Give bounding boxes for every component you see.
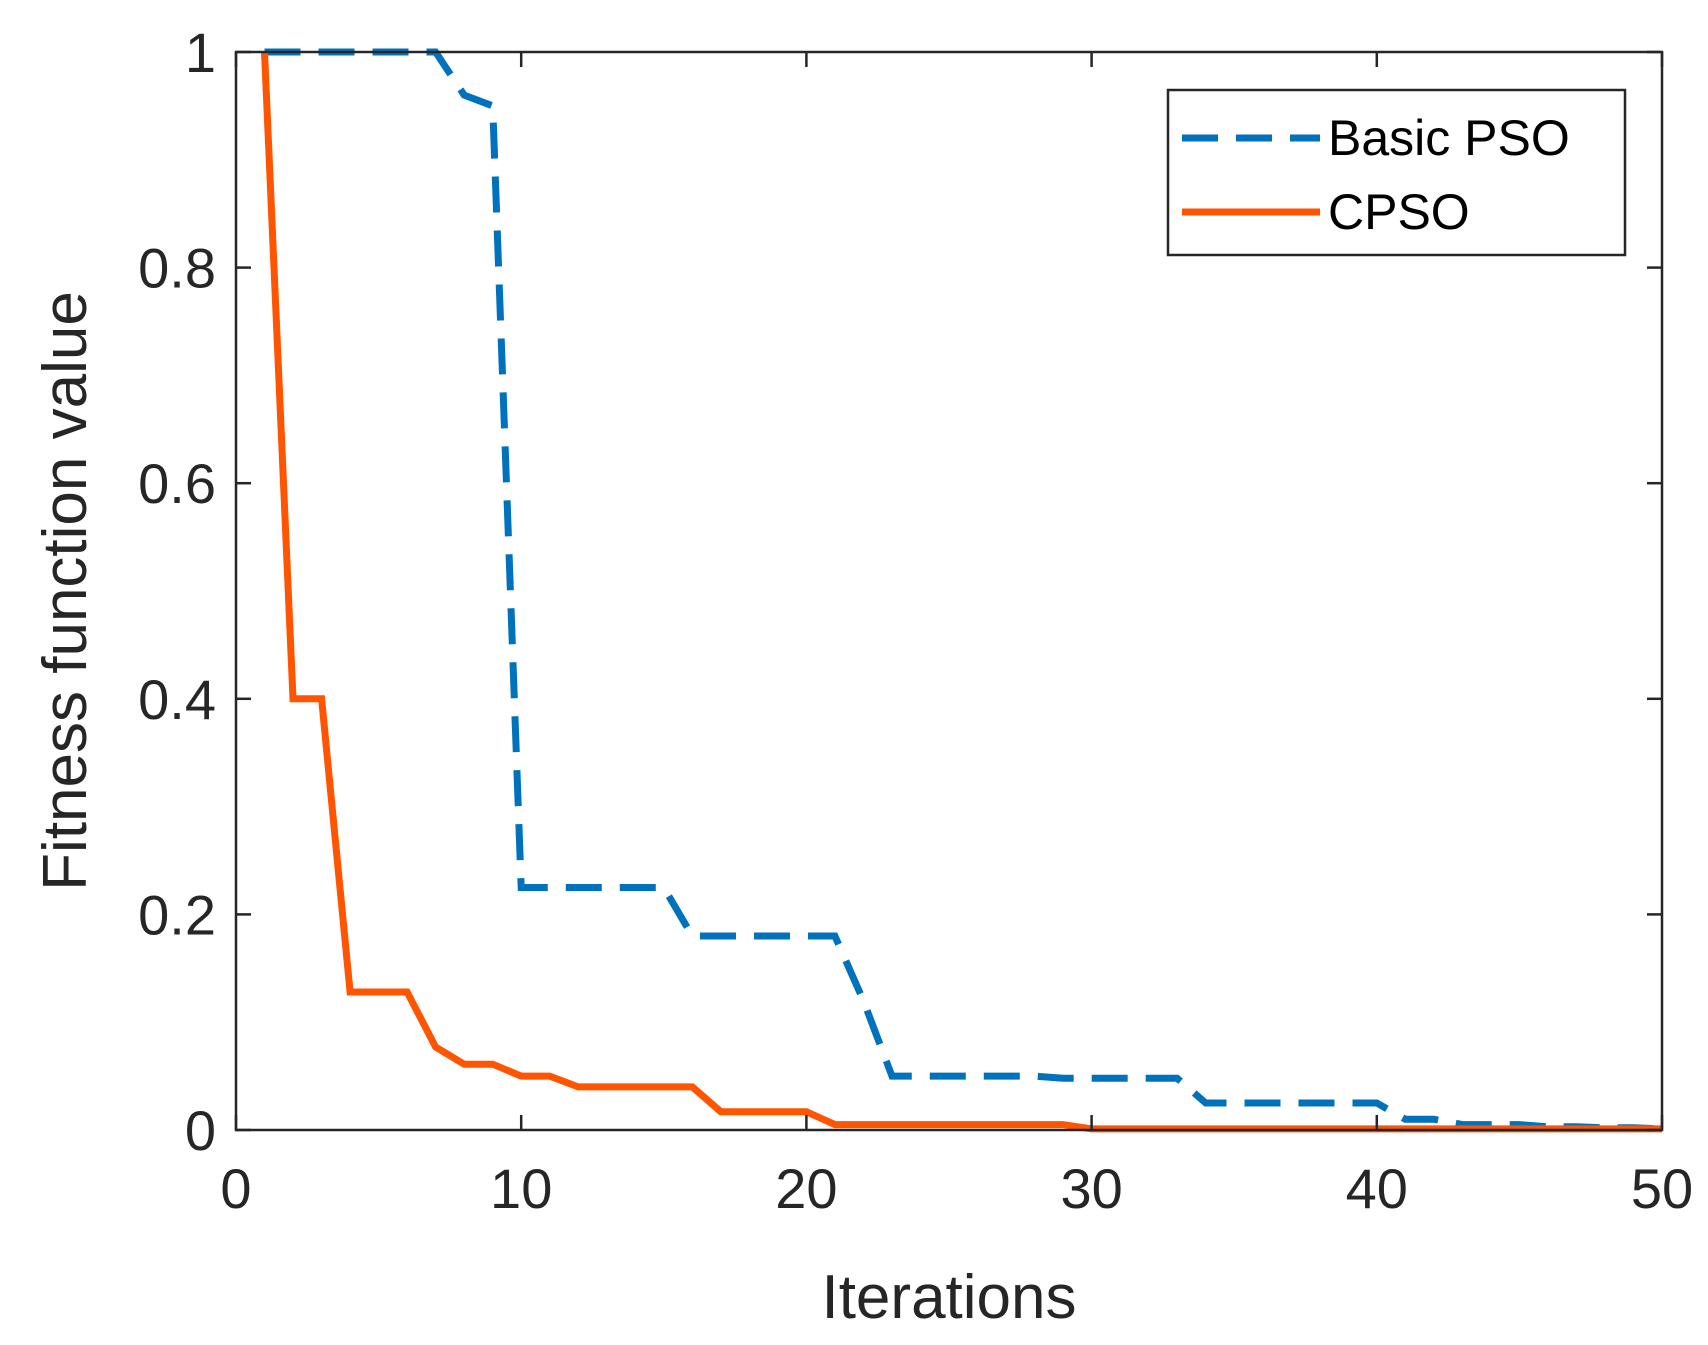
axes-box bbox=[234, 50, 1664, 1132]
y-tick-label: 1 bbox=[185, 21, 216, 84]
y-axis-label: Fitness function value bbox=[31, 291, 100, 891]
legend: Basic PSO CPSO bbox=[1166, 88, 1627, 257]
y-tick-label: 0 bbox=[185, 1099, 216, 1162]
x-tick-label: 10 bbox=[490, 1157, 552, 1220]
legend-label: Basic PSO bbox=[1328, 110, 1570, 166]
y-tick-label: 0.8 bbox=[138, 237, 216, 300]
x-tick-label: 0 bbox=[220, 1157, 251, 1220]
x-tick-label: 20 bbox=[775, 1157, 837, 1220]
axes-layer: 0 10 20 30 40 50 0 0.2 0.4 0.6 0.8 1 bbox=[138, 21, 1693, 1220]
x-tick-label: 30 bbox=[1060, 1157, 1122, 1220]
y-tick-label: 0.6 bbox=[138, 452, 216, 515]
x-tick-label: 40 bbox=[1346, 1157, 1408, 1220]
series-line-basic-pso bbox=[264, 48, 1663, 1133]
legend-label: CPSO bbox=[1328, 184, 1470, 240]
x-tick-label: 50 bbox=[1631, 1157, 1693, 1220]
y-tick-label: 0.2 bbox=[138, 883, 216, 946]
y-tick-label: 0.4 bbox=[138, 668, 216, 731]
x-axis-label: Iterations bbox=[821, 1263, 1076, 1332]
legend-box bbox=[1166, 88, 1627, 257]
